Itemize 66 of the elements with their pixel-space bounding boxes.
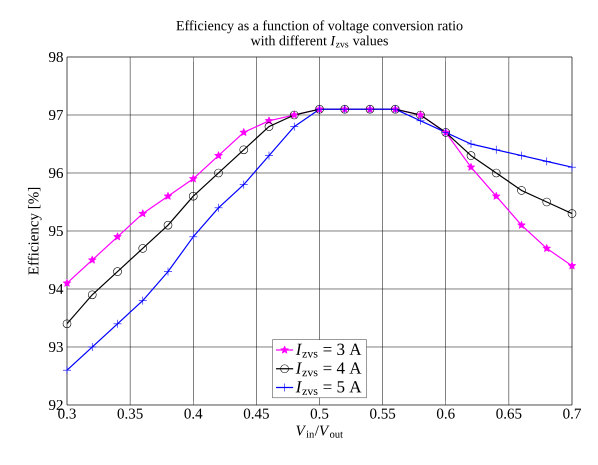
point bbox=[88, 342, 97, 352]
point bbox=[542, 244, 551, 252]
legend-label: I$_{zvs}$ = 3 A bbox=[296, 344, 362, 358]
point bbox=[517, 186, 526, 195]
point bbox=[188, 192, 198, 200]
point bbox=[492, 145, 501, 154]
point bbox=[416, 116, 425, 126]
point bbox=[466, 162, 476, 171]
x-tick-label: 0.5 bbox=[310, 408, 328, 419]
chart-subtitle: with different I$_{zvs}$ values bbox=[250, 35, 388, 48]
point bbox=[264, 151, 274, 160]
x-tick-label: 0.3 bbox=[58, 408, 76, 419]
point bbox=[542, 157, 552, 166]
legend-label: I$_{zvs}$ = 4 A bbox=[296, 362, 362, 376]
point bbox=[138, 296, 148, 305]
point bbox=[113, 319, 122, 328]
point bbox=[466, 140, 476, 148]
x-tick-label: 0.65 bbox=[496, 408, 522, 419]
point bbox=[214, 168, 223, 178]
legend-label: I$_{zvs}$ = 5 A bbox=[296, 381, 362, 396]
point bbox=[492, 168, 501, 178]
y-tick-label: 92 bbox=[48, 400, 63, 410]
point bbox=[290, 122, 299, 131]
y-tick-label: 95 bbox=[48, 226, 63, 236]
y-axis-title: Efficiency [%] bbox=[28, 188, 42, 275]
point bbox=[138, 209, 147, 218]
point bbox=[466, 151, 476, 160]
x-tick-label: 0.45 bbox=[244, 408, 269, 419]
x-tick-label: 0.4 bbox=[184, 408, 202, 419]
point bbox=[214, 151, 223, 160]
point bbox=[264, 122, 274, 131]
point bbox=[62, 278, 72, 287]
y-tick-label: 96 bbox=[48, 168, 64, 178]
point bbox=[492, 192, 500, 200]
y-tick-label: 94 bbox=[48, 284, 64, 294]
point bbox=[239, 180, 248, 189]
point bbox=[240, 128, 248, 136]
x-tick-label: 0.6 bbox=[436, 408, 455, 419]
point bbox=[164, 267, 172, 276]
y-tick-label: 93 bbox=[48, 342, 63, 352]
point bbox=[214, 203, 223, 212]
point bbox=[164, 220, 172, 230]
point bbox=[517, 220, 526, 229]
point bbox=[568, 209, 576, 218]
point bbox=[568, 261, 576, 270]
point bbox=[188, 232, 198, 242]
x-tick-label: 0.7 bbox=[563, 408, 581, 419]
point bbox=[113, 267, 122, 276]
point bbox=[239, 145, 248, 154]
point bbox=[62, 366, 72, 374]
point bbox=[138, 244, 148, 253]
point bbox=[542, 198, 552, 206]
chart-title: Efficiency as a function of voltage conversion ratio bbox=[176, 20, 462, 34]
y-tick-label: 98 bbox=[48, 52, 63, 62]
point bbox=[88, 256, 96, 264]
x-axis-title: V$_{in}$/V$_{out}$ bbox=[296, 426, 343, 438]
x-tick-label: 0.35 bbox=[118, 408, 143, 419]
x-tick-label: 0.55 bbox=[370, 408, 396, 419]
point bbox=[88, 290, 97, 300]
point bbox=[517, 151, 526, 160]
point bbox=[189, 174, 198, 182]
point bbox=[568, 162, 576, 172]
point bbox=[164, 192, 172, 200]
y-tick-label: 97 bbox=[48, 110, 64, 120]
point bbox=[113, 232, 122, 240]
point bbox=[62, 319, 72, 328]
